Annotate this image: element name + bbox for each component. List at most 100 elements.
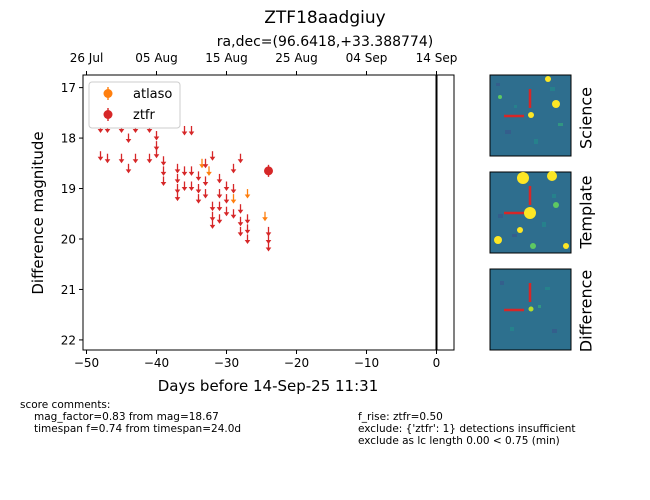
- template-source-blob: [517, 227, 523, 233]
- ztfr-upper-limit-arrow: [244, 219, 251, 224]
- ztfr-upper-limit-arrow: [202, 194, 209, 199]
- score-comment-line: mag_factor=0.83 from mag=18.67: [34, 411, 219, 423]
- atlaso-upper-limit-arrow: [206, 171, 212, 176]
- ztfr-upper-limit-arrow: [146, 159, 153, 164]
- ztfr-upper-limit-point: [244, 214, 251, 224]
- ztfr-upper-limit-arrow: [230, 169, 237, 174]
- ztfr-upper-limit-arrow: [174, 179, 181, 184]
- ztfr-upper-limit-arrow: [132, 159, 139, 164]
- top-date-tick-label: 26 Jul: [70, 51, 104, 65]
- ztfr-upper-limit-point: [209, 211, 216, 222]
- ztfr-upper-limit-point: [188, 181, 195, 191]
- ztfr-upper-limit-arrow: [237, 159, 244, 164]
- x-tick-label: −40: [144, 356, 169, 370]
- ztfr-upper-limit-point: [132, 153, 139, 164]
- template-source-blob: [553, 202, 559, 208]
- legend-atlaso-marker: [103, 89, 113, 98]
- score-comment-line: timespan f=0.74 from timespan=24.0d: [34, 423, 242, 435]
- ztfr-upper-limit-arrow: [237, 222, 244, 227]
- top-date-tick-label: 04 Sep: [346, 51, 388, 65]
- ztfr-upper-limit-point: [265, 234, 272, 244]
- ztfr-upper-limit-point: [230, 209, 237, 219]
- template-source-blob: [517, 172, 529, 184]
- ztfr-upper-limit-arrow: [118, 159, 125, 164]
- ztfr-upper-limit-point: [118, 153, 125, 164]
- top-date-tick-label: 14 Sep: [416, 51, 458, 65]
- score-comment-line: exclude: {'ztfr': 1} detections insuffic…: [358, 423, 576, 435]
- ztfr-upper-limit-point: [174, 163, 181, 174]
- difference-cutout-label: Difference: [576, 269, 596, 353]
- ztfr-upper-limit-point: [216, 201, 223, 212]
- science-source-blob: [528, 112, 534, 118]
- ztfr-upper-limit-point: [244, 234, 251, 244]
- ztfr-upper-limit-arrow: [216, 194, 223, 199]
- legend-ztfr-marker: [103, 110, 113, 119]
- plot-frame: [82, 74, 455, 351]
- ztfr-upper-limit-arrow: [153, 154, 160, 159]
- ztfr-upper-limit-point: [188, 166, 195, 176]
- ztfr-upper-limit-arrow: [202, 181, 209, 186]
- science-cutout: [489, 74, 572, 157]
- ztfr-upper-limit-point: [230, 163, 237, 174]
- ztfr-upper-limit-arrow: [244, 229, 251, 234]
- template-noise-texture: [498, 194, 556, 237]
- difference-cutout: [489, 268, 572, 351]
- ztfr-upper-limit-arrow: [265, 232, 272, 237]
- y-tick-label: 17: [61, 81, 76, 95]
- template-cutout-label: Template: [576, 175, 596, 249]
- y-axis-ticks: 17 18 19 20 21 22: [61, 81, 83, 347]
- ztfr-upper-limit-point: [202, 158, 209, 169]
- atlaso-upper-limit-point: [230, 194, 237, 204]
- x-tick-label: −50: [74, 356, 99, 370]
- ztfr-upper-limit-arrow: [195, 189, 202, 194]
- ztfr-upper-limit-arrow: [265, 247, 272, 252]
- ztfr-upper-limit-arrow: [188, 171, 195, 176]
- atlaso-upper-limit-arrow: [262, 217, 268, 222]
- template-source-blob: [547, 171, 557, 181]
- atlaso-upper-limit-point: [262, 211, 268, 222]
- ztfr-upper-limit-point: [160, 166, 167, 176]
- ztfr-upper-limit-arrow: [97, 128, 104, 133]
- ztfr-upper-limit-arrow: [118, 128, 125, 133]
- y-tick-label: 18: [61, 132, 76, 146]
- ztfr-upper-limit-arrow: [160, 181, 167, 186]
- ztfr-upper-limit-point: [174, 173, 181, 184]
- science-noise-texture: [496, 83, 563, 144]
- science-source-blob: [545, 76, 551, 82]
- y-axis-label: Difference magnitude: [29, 131, 47, 295]
- ztfr-upper-limit-point: [216, 173, 223, 184]
- difference-residual-blob: [528, 306, 534, 312]
- object-name-title: ZTF18aadgiuy: [264, 8, 386, 28]
- ztfr-upper-limit-arrow: [160, 171, 167, 176]
- ztfr-upper-limit-arrow: [153, 146, 160, 151]
- ztfr-upper-limit-point: [181, 125, 188, 136]
- ztfr-upper-limit-arrow: [216, 179, 223, 184]
- template-source-blob: [530, 243, 536, 249]
- atlaso-upper-limit-point: [199, 158, 205, 169]
- ztfr-upper-limit-arrow: [209, 217, 216, 222]
- ztfr-upper-limit-point: [216, 214, 223, 224]
- atlaso-upper-limit-arrow: [199, 164, 205, 169]
- ztfr-upper-limit-arrow: [104, 128, 111, 133]
- template-source-blob: [494, 236, 502, 244]
- y-tick-label: 21: [61, 283, 76, 297]
- ztfr-upper-limit-point: [216, 189, 223, 199]
- ztfr-upper-limit-arrow: [195, 199, 202, 204]
- ztfr-upper-limit-arrow: [181, 131, 188, 136]
- science-cutout-label: Science: [576, 86, 596, 150]
- ztfr-upper-limit-point: [97, 151, 104, 161]
- ztfr-upper-limit-point: [153, 148, 160, 159]
- ztfr-upper-limit-arrow: [223, 199, 230, 204]
- ztfr-upper-limit-arrow: [181, 171, 188, 176]
- score-comments-header: score comments:: [20, 399, 111, 411]
- top-date-tick-label: 15 Aug: [205, 51, 248, 65]
- ztfr-upper-limit-point: [125, 133, 132, 144]
- legend: atlaso ztfr: [88, 81, 181, 129]
- template-cutout: [489, 171, 572, 254]
- ztfr-upper-limit-point: [223, 194, 230, 204]
- ztfr-upper-limit-point: [265, 242, 272, 252]
- ztfr-upper-limit-point: [265, 226, 272, 237]
- ztfr-upper-limit-arrow: [230, 189, 237, 194]
- ztfr-upper-limit-point: [237, 216, 244, 227]
- ztfr-upper-limit-arrow: [146, 128, 153, 133]
